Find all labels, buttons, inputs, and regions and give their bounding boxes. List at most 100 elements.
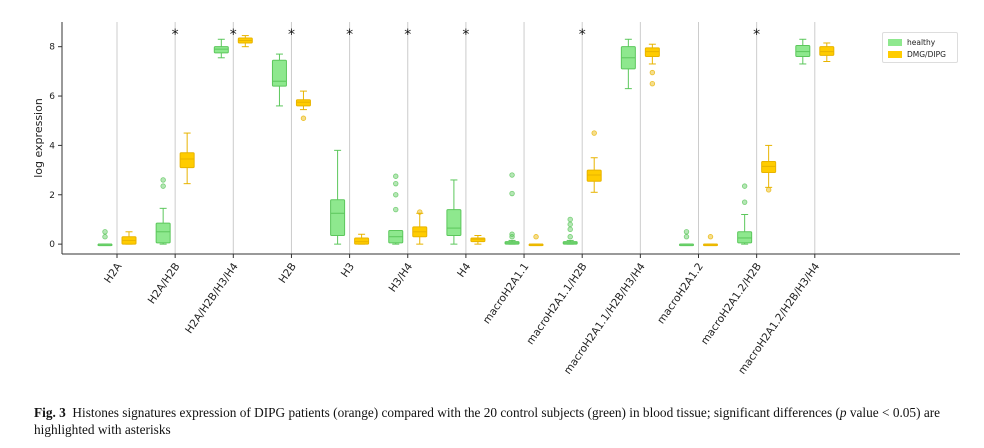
box-healthy (388, 173, 404, 245)
box-dmg-dipg (586, 130, 602, 193)
box-iqr (213, 46, 229, 54)
box-iqr (271, 59, 287, 87)
box-dmg-dipg (470, 234, 486, 245)
outlier-point (509, 190, 515, 197)
caption-label: Fig. 3 (34, 405, 66, 420)
x-tick-label: H2A/H2B (146, 261, 183, 306)
box-healthy (330, 149, 346, 245)
significance-asterisk: * (579, 27, 586, 43)
outlier-point (567, 234, 573, 240)
box-iqr (295, 99, 311, 107)
x-tick-label: H2A/H2B/H3/H4 (183, 261, 241, 336)
box-iqr (586, 169, 602, 182)
outlier-point (741, 183, 748, 189)
outlier-point (567, 216, 573, 223)
y-tick-label: 0 (49, 240, 55, 250)
box-iqr (330, 199, 346, 236)
significance-asterisk: * (172, 27, 179, 43)
box-iqr (644, 47, 660, 58)
outlier-point (160, 183, 166, 189)
outlier-point (102, 229, 108, 235)
x-tick-label: macroH2A1.2 (655, 261, 706, 326)
x-tick-label: H2B (277, 261, 299, 286)
box-healthy (620, 38, 636, 90)
box-healthy (679, 229, 694, 247)
outlier-point (300, 115, 307, 121)
legend-swatch-healthy (888, 38, 902, 46)
y-tick-label: 4 (49, 141, 55, 151)
x-tick-label: macroH2A1.2/H2B (699, 261, 764, 347)
caption-text-2: value < 0.05) are highlighted with aster… (34, 405, 941, 437)
outlier-point (533, 234, 539, 240)
box-iqr (737, 231, 753, 244)
box-dmg-dipg (644, 43, 660, 87)
outlier-point (567, 221, 573, 228)
x-tick-label: H3/H4 (387, 261, 416, 295)
outlier-point (591, 130, 597, 136)
box-healthy (446, 179, 462, 245)
box-healthy (155, 177, 171, 245)
outlier-point (683, 229, 690, 235)
outlier-point (649, 81, 656, 87)
legend-item-dmg-dipg: DMG/DIPG (888, 49, 946, 59)
outlier-point (567, 226, 573, 233)
box-iqr (470, 237, 486, 243)
box-dmg-dipg (703, 234, 718, 247)
legend-label-dmg-dipg: DMG/DIPG (907, 49, 946, 59)
significance-asterisk: * (230, 27, 237, 43)
box-iqr (819, 46, 835, 56)
x-tick-label: H4 (455, 261, 473, 280)
box-healthy (795, 38, 811, 65)
outlier-point (393, 173, 399, 179)
legend-item-healthy: healthy (888, 37, 935, 47)
outlier-point (393, 206, 399, 213)
box-healthy (271, 53, 287, 107)
outlier-point (509, 172, 515, 178)
box-dmg-dipg (121, 231, 137, 245)
x-tick-label: macroH2A1.1/H2B (524, 261, 589, 347)
outlier-point (393, 180, 399, 187)
caption-p-symbol: p (839, 405, 847, 420)
y-tick-label: 6 (49, 92, 55, 102)
x-tick-label: H2A (102, 260, 125, 285)
legend-swatch-dmg-dipg (888, 50, 902, 58)
significance-asterisk: * (462, 27, 469, 43)
outlier-point (707, 234, 714, 240)
figure-caption: Fig. 3 Histones signatures expression of… (34, 404, 964, 438)
significance-asterisk: * (346, 27, 353, 43)
box-healthy (562, 216, 578, 245)
box-dmg-dipg (528, 234, 544, 247)
box-dmg-dipg (761, 144, 777, 193)
x-tick-label: macroH2A1.1 (481, 261, 532, 326)
box-dmg-dipg (412, 209, 428, 245)
y-axis-label: log expression (32, 98, 45, 178)
box-iqr (446, 209, 462, 236)
outlier-point (683, 234, 690, 240)
box-healthy (504, 172, 520, 245)
significance-asterisk: * (288, 27, 295, 43)
box-dmg-dipg (295, 90, 311, 121)
box-plot-chart: 0 2 4 6 8 log expression H2A H2A/H2B H2A/H2B/H3/… (32, 22, 960, 377)
x-tick-label: H3 (339, 261, 357, 280)
box-dmg-dipg (237, 35, 253, 48)
legend-label-healthy: healthy (907, 37, 936, 47)
outlier-point (393, 192, 399, 198)
box-iqr (179, 152, 195, 169)
outlier-point (509, 231, 515, 237)
box-dmg-dipg (354, 233, 370, 245)
box-dmg-dipg (179, 132, 195, 185)
box-iqr (795, 44, 811, 58)
outlier-point (649, 69, 656, 76)
outlier-point (741, 199, 748, 205)
box-healthy (737, 183, 753, 245)
significance-asterisk: * (753, 27, 760, 43)
caption-text-1: Histones signatures expression of DIPG p… (72, 405, 840, 420)
box-dmg-dipg (819, 42, 835, 62)
significance-asterisk: * (404, 27, 411, 43)
y-tick-label: 2 (49, 191, 55, 201)
box-iqr (155, 222, 171, 244)
box-iqr (354, 237, 370, 245)
box-healthy (97, 229, 113, 247)
legend: healthy DMG/DIPG (882, 32, 958, 63)
y-tick-label: 8 (49, 43, 55, 53)
